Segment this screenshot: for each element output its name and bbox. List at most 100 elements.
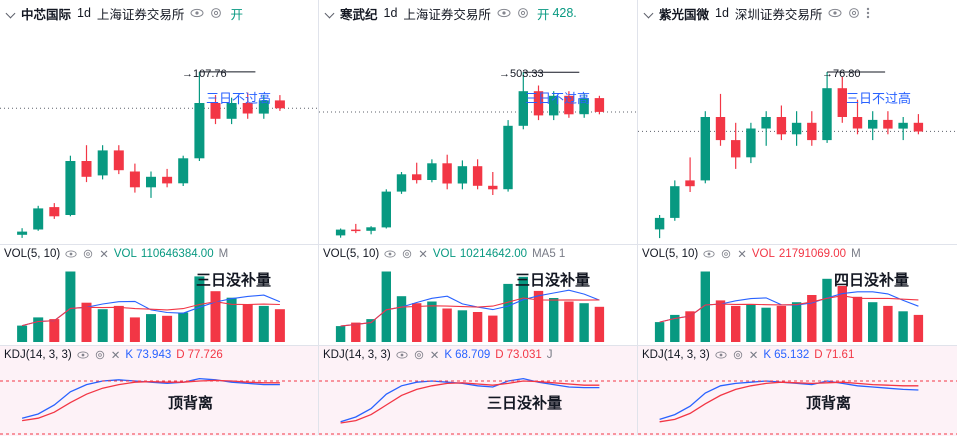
kdj-k-value: 68.709 (455, 348, 491, 361)
eye-icon[interactable] (715, 349, 727, 361)
gear-icon[interactable] (732, 349, 744, 361)
volume-label: VOL (432, 247, 456, 260)
chart-panel-3: 紫光国微 1d 深圳证券交易所 →76.80 →48.02 三日不过高 VOL(… (638, 0, 957, 436)
chart-panel-2: 寒武纪 1d 上海证券交易所 开 428. →503.33 →215.50 三日… (319, 0, 638, 436)
eye-icon[interactable] (828, 6, 842, 20)
candlestick-svg (319, 71, 637, 238)
eye-icon[interactable] (77, 349, 89, 361)
gear-icon[interactable] (82, 248, 94, 260)
eye-icon[interactable] (384, 248, 396, 260)
gear-icon[interactable] (94, 349, 106, 361)
close-icon[interactable]: ✕ (748, 349, 759, 362)
kdj-j-label: J (546, 348, 553, 361)
gear-icon[interactable] (209, 6, 223, 20)
volume-pane-2[interactable]: VOL(5, 10) ✕ VOL 10214642.00 MA5 1 三日没补量 (319, 244, 637, 345)
volume-annotation: 三日没补量 (515, 272, 591, 289)
kdj-background (0, 346, 318, 436)
chevron-down-icon[interactable] (323, 6, 337, 20)
high-price-label: →76.80 (822, 68, 861, 80)
kdj-study-title[interactable]: KDJ(14, 3, 3) (323, 348, 391, 361)
eye-icon[interactable] (396, 349, 408, 361)
exchange-label: 上海证券交易所 (96, 7, 185, 22)
timeframe-label[interactable]: 1d (715, 6, 729, 20)
open-label: 开 (230, 7, 243, 22)
volume-ma-label: M (218, 247, 229, 260)
panel-header-3: 紫光国微 1d 深圳证券交易所 (638, 0, 957, 26)
volume-study-title[interactable]: VOL(5, 10) (4, 247, 61, 260)
volume-label: VOL (113, 247, 137, 260)
volume-svg (654, 271, 924, 342)
timeframe-label[interactable]: 1d (77, 6, 91, 20)
volume-value: 10214642.00 (459, 247, 528, 260)
volume-pane-1[interactable]: VOL(5, 10) ✕ VOL 110646384.00 M 三日没补量 (0, 244, 318, 345)
eye-icon[interactable] (190, 6, 204, 20)
close-icon[interactable]: ✕ (110, 349, 121, 362)
close-icon[interactable]: ✕ (429, 349, 440, 362)
high-price-label: →503.33 (499, 68, 544, 80)
eye-icon[interactable] (703, 248, 715, 260)
kdj-d-label: D (176, 348, 185, 361)
eye-icon[interactable] (65, 248, 77, 260)
volume-annotation: 四日没补量 (834, 272, 910, 289)
kdj-background (319, 346, 637, 436)
kdj-svg (638, 380, 957, 435)
kdj-study-title[interactable]: KDJ(14, 3, 3) (4, 348, 72, 361)
more-options-icon[interactable] (866, 6, 870, 20)
kdj-pane-3[interactable]: KDJ(14, 3, 3) ✕ K 65.132 D 71.61 顶背离 (638, 345, 957, 436)
volume-header-2: VOL(5, 10) ✕ VOL 10214642.00 MA5 1 (319, 245, 637, 262)
volume-annotation: 三日没补量 (196, 272, 272, 289)
price-chart-3[interactable]: →76.80 →48.02 三日不过高 (638, 26, 957, 244)
kdj-annotation: 顶背离 (806, 395, 852, 412)
kdj-study-title[interactable]: KDJ(14, 3, 3) (642, 348, 710, 361)
price-chart-1[interactable]: →107.76 →44.77 三日不过高 (0, 26, 318, 244)
kdj-k-value: 65.132 (774, 348, 810, 361)
kdj-svg (0, 377, 318, 435)
volume-pane-3[interactable]: VOL(5, 10) ✕ VOL 21791069.00 M 四日没补量 (638, 244, 957, 345)
kdj-d-value: 73.031 (506, 348, 542, 361)
price-annotation: 三日不过高 (846, 91, 912, 106)
gear-icon[interactable] (720, 248, 732, 260)
gear-icon[interactable] (401, 248, 413, 260)
gear-icon[interactable] (847, 6, 861, 20)
gear-icon[interactable] (413, 349, 425, 361)
kdj-d-value: 77.726 (187, 348, 223, 361)
kdj-d-label: D (814, 348, 823, 361)
candlestick-svg (0, 71, 318, 238)
symbol-name[interactable]: 寒武纪 (340, 7, 378, 22)
open-label: 开 (536, 7, 550, 22)
close-icon[interactable]: ✕ (99, 248, 109, 261)
timeframe-label[interactable]: 1d (383, 6, 398, 20)
panel-header-1: 中芯国际 1d 上海证券交易所 开 (0, 0, 318, 26)
volume-label: VOL (751, 247, 775, 260)
kdj-svg (319, 377, 637, 435)
exchange-label: 深圳证券交易所 (734, 7, 823, 22)
high-price-label: →107.76 (182, 68, 227, 80)
kdj-pane-1[interactable]: KDJ(14, 3, 3) ✕ K 73.943 D 77.726 顶背离 (0, 345, 318, 436)
close-icon[interactable]: ✕ (737, 248, 747, 261)
volume-ma-label: M (851, 247, 861, 260)
kdj-background (638, 346, 957, 436)
close-icon[interactable]: ✕ (418, 248, 428, 261)
kdj-d-label: D (495, 348, 504, 361)
kdj-annotation: 顶背离 (168, 395, 214, 412)
kdj-k-label: K (125, 348, 134, 361)
volume-study-title[interactable]: VOL(5, 10) (642, 247, 699, 260)
chart-panel-1: 中芯国际 1d 上海证券交易所 开 →107.76 →44.77 三日不过高 V… (0, 0, 319, 436)
symbol-name[interactable]: 紫光国微 (659, 7, 710, 22)
kdj-k-label: K (763, 348, 772, 361)
price-chart-2[interactable]: →503.33 →215.50 三日不过高 (319, 26, 637, 244)
chevron-down-icon[interactable] (642, 6, 656, 20)
kdj-k-value: 73.943 (136, 348, 172, 361)
volume-svg (17, 271, 285, 342)
volume-svg (335, 271, 605, 342)
kdj-header-3: KDJ(14, 3, 3) ✕ K 65.132 D 71.61 (638, 346, 957, 363)
volume-study-title[interactable]: VOL(5, 10) (323, 247, 380, 260)
symbol-name[interactable]: 中芯国际 (21, 7, 72, 22)
gear-icon[interactable] (516, 6, 530, 20)
volume-value: 21791069.00 (778, 247, 847, 260)
kdj-pane-2[interactable]: KDJ(14, 3, 3) ✕ K 68.709 D 73.031 J 三日没补… (319, 345, 637, 436)
volume-ma-label: MA5 1 (532, 247, 566, 260)
chevron-down-icon[interactable] (4, 6, 18, 20)
eye-icon[interactable] (497, 6, 511, 20)
